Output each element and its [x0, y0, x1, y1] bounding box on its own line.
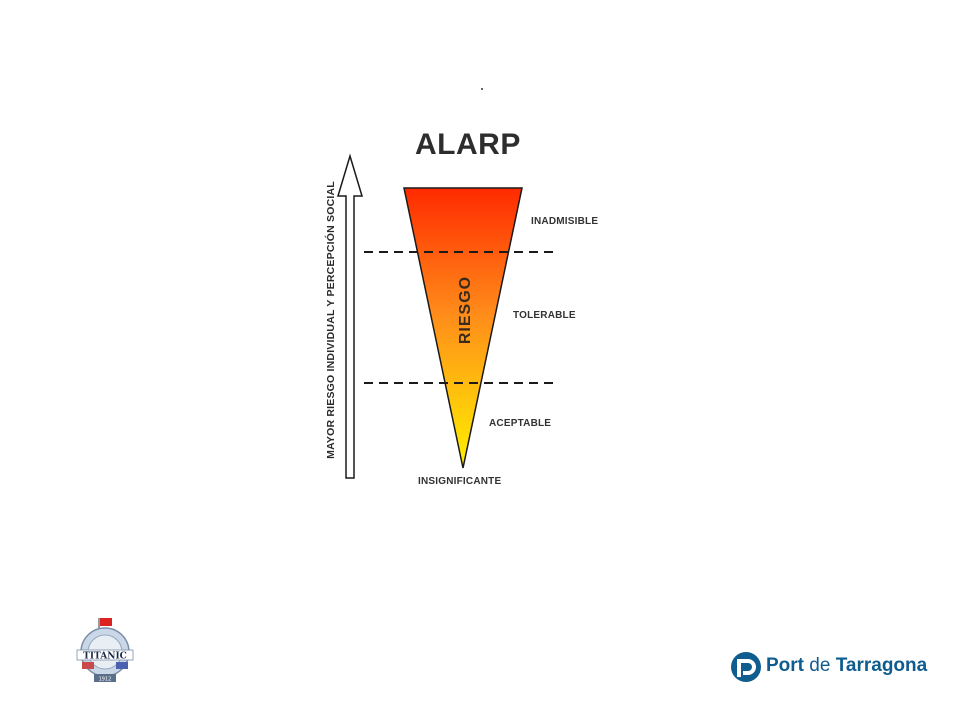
zone-label-tolerable: TOLERABLE: [513, 310, 576, 321]
bottom-label-insignificante: INSIGNIFICANTE: [418, 476, 502, 487]
flag-icon: [100, 618, 112, 626]
port-word-2: de: [804, 655, 836, 676]
port-emblem-icon: [731, 652, 761, 682]
zone-label-inadmisible: INADMISIBLE: [531, 216, 599, 227]
port-wordmark: Port de Tarragona: [766, 655, 927, 677]
emblem-title: TITANIC: [83, 652, 127, 662]
stray-dot: [481, 88, 483, 90]
titanic-emblem-logo: TITANIC 1912: [76, 618, 134, 683]
emblem-year: 1912: [99, 677, 112, 683]
triangle-label: RIESGO: [457, 275, 474, 345]
port-de-tarragona-logo: Port de Tarragona: [730, 648, 927, 688]
port-word-3: Tarragona: [835, 655, 928, 676]
diagram-title: ALARP: [415, 128, 521, 161]
up-arrow-icon: [336, 153, 364, 479]
port-word-1: Port: [766, 655, 804, 676]
vertical-axis-label: MAYOR RIESGO INDIVIDUAL Y PERCEPCIÓN SOC…: [325, 181, 337, 459]
zone-label-aceptable: ACEPTABLE: [489, 418, 552, 429]
risk-triangle: [403, 187, 523, 469]
